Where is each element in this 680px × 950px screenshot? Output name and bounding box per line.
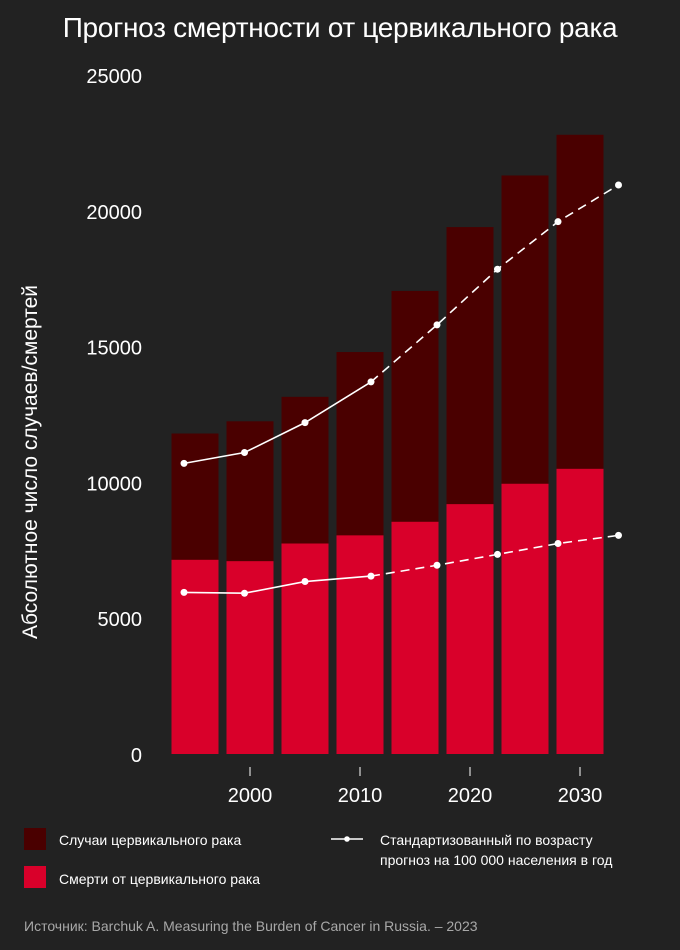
trend-point <box>367 572 375 580</box>
trend-point <box>494 265 501 273</box>
y-axis-label: Абсолютное число случаев/смертей <box>19 285 42 639</box>
bar-deaths <box>501 483 549 754</box>
trend-point <box>367 378 375 386</box>
trend-point <box>494 550 501 558</box>
y-tick-label: 0 <box>131 745 142 767</box>
legend: Случаи цервикального рака Смерти от церв… <box>24 828 612 888</box>
trend-point <box>615 531 622 539</box>
y-tick-label: 5000 <box>98 609 143 631</box>
trend-point <box>241 449 248 457</box>
bar-deaths <box>281 543 329 754</box>
trend-point <box>554 540 562 548</box>
y-tick-label: 20000 <box>86 202 142 224</box>
trend-line-solid-1 <box>183 575 372 595</box>
legend-line-point <box>344 836 350 842</box>
trend-point <box>180 588 188 596</box>
bar-deaths <box>336 535 384 754</box>
x-axis-ticks: 2000 2010 2020 2030 <box>228 767 603 807</box>
y-tick-label: 10000 <box>86 473 142 495</box>
bars <box>171 134 604 754</box>
trend-point <box>433 321 441 329</box>
source-note: Источник: Barchuk A. Measuring the Burde… <box>24 918 478 934</box>
bar-deaths <box>226 561 274 754</box>
chart-title: Прогноз смертности от цервикального рака <box>62 12 618 43</box>
legend-swatch-cases <box>24 828 46 850</box>
trend-point <box>301 578 309 586</box>
legend-label-line-2: прогноз на 100 000 населения в год <box>380 852 612 868</box>
legend-label-deaths: Смерти от цервикального рака <box>59 871 260 887</box>
y-tick-label: 15000 <box>86 338 142 360</box>
y-axis-ticks: 0 5000 10000 15000 20000 25000 <box>86 66 142 767</box>
y-tick-label: 25000 <box>86 66 142 88</box>
trend-point <box>241 589 248 597</box>
bar-deaths <box>171 559 219 754</box>
trend-lines <box>180 181 622 597</box>
legend-label-line-1: Стандартизованный по возрасту <box>380 832 593 848</box>
trend-point <box>180 459 188 467</box>
legend-label-cases: Случаи цервикального рака <box>59 832 241 848</box>
x-tick-label: 2030 <box>558 785 603 807</box>
trend-line-solid-0 <box>183 381 372 465</box>
x-tick-label: 2020 <box>448 785 493 807</box>
x-tick-label: 2000 <box>228 785 273 807</box>
bar-deaths <box>446 504 494 754</box>
bar-deaths <box>391 521 439 754</box>
x-tick-label: 2010 <box>338 785 383 807</box>
trend-point <box>615 181 622 189</box>
bar-deaths <box>556 468 604 754</box>
trend-point <box>554 218 562 226</box>
trend-point <box>433 561 441 569</box>
legend-swatch-deaths <box>24 866 46 888</box>
trend-point <box>301 419 309 427</box>
